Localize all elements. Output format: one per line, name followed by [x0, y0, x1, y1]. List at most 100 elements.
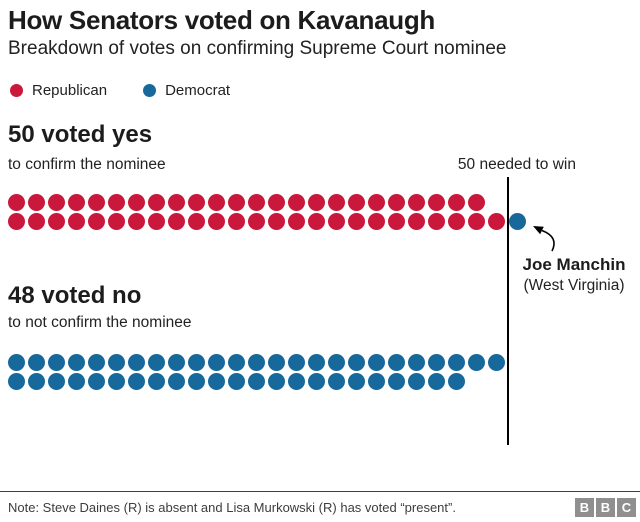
- senator-dot-democrat: [348, 354, 365, 371]
- senator-dot-republican: [68, 213, 85, 230]
- yes-section-heading: 50 voted yes: [8, 121, 153, 148]
- senator-dot-republican: [108, 213, 125, 230]
- senator-dot-democrat: [328, 354, 345, 371]
- senator-dot-democrat: [48, 354, 65, 371]
- annotation-senator-name: Joe Manchin: [522, 255, 626, 274]
- yes-section-subheading: to confirm the nominee: [8, 156, 166, 173]
- senator-dot-republican: [208, 194, 225, 211]
- senator-dot-republican: [268, 194, 285, 211]
- senator-dot-democrat: [368, 354, 385, 371]
- senator-dot-republican: [188, 194, 205, 211]
- senator-dot-republican: [328, 194, 345, 211]
- senator-dot-democrat: [28, 354, 45, 371]
- senator-dot-republican: [288, 213, 305, 230]
- senator-dot-democrat: [88, 354, 105, 371]
- senator-dot-republican: [88, 194, 105, 211]
- bbc-logo-block-2: B: [596, 498, 615, 517]
- senator-dot-democrat: [428, 354, 445, 371]
- senator-dot-democrat: [228, 354, 245, 371]
- senator-dot-democrat: [468, 354, 485, 371]
- yes-dot-row-2: [8, 213, 526, 230]
- footer-divider: [0, 491, 640, 492]
- senator-dot-democrat: [168, 373, 185, 390]
- senator-dot-democrat: [288, 354, 305, 371]
- senator-dot-republican: [368, 213, 385, 230]
- yes-dot-row-1: [8, 194, 485, 211]
- senator-dot-republican: [328, 213, 345, 230]
- senator-dot-republican: [488, 213, 505, 230]
- senator-dot-republican: [228, 213, 245, 230]
- senator-dot-democrat: [68, 373, 85, 390]
- bbc-logo-block-3: C: [617, 498, 636, 517]
- senator-dot-democrat: [328, 373, 345, 390]
- senator-dot-republican: [8, 213, 25, 230]
- senator-dot-republican: [468, 194, 485, 211]
- republican-dot-icon: [10, 84, 23, 97]
- senator-dot-republican: [168, 213, 185, 230]
- senator-dot-republican: [48, 194, 65, 211]
- senator-dot-democrat: [448, 354, 465, 371]
- bbc-logo: B B C: [575, 498, 636, 517]
- senator-dot-democrat: [68, 354, 85, 371]
- senator-dot-republican: [8, 194, 25, 211]
- senator-dot-democrat: [128, 373, 145, 390]
- senator-dot-democrat: [268, 354, 285, 371]
- senator-dot-democrat: [488, 354, 505, 371]
- senator-dot-republican: [128, 194, 145, 211]
- threshold-label: 50 needed to win: [457, 156, 576, 173]
- senator-dot-republican: [248, 194, 265, 211]
- senator-dot-republican: [148, 213, 165, 230]
- senator-dot-republican: [128, 213, 145, 230]
- senator-dot-democrat: [428, 373, 445, 390]
- senator-dot-republican: [68, 194, 85, 211]
- senator-dot-democrat: [208, 354, 225, 371]
- senator-dot-democrat: [8, 373, 25, 390]
- no-dot-row-2: [8, 373, 465, 390]
- senator-dot-republican: [228, 194, 245, 211]
- senator-dot-democrat: [88, 373, 105, 390]
- page-title: How Senators voted on Kavanaugh: [8, 5, 435, 35]
- senator-dot-democrat: [108, 354, 125, 371]
- senator-dot-republican: [208, 213, 225, 230]
- senator-dot-democrat: [188, 373, 205, 390]
- no-section-heading: 48 voted no: [8, 282, 142, 309]
- senator-dot-republican: [48, 213, 65, 230]
- senator-dot-democrat: [188, 354, 205, 371]
- footer-note: Note: Steve Daines (R) is absent and Lis…: [8, 500, 456, 515]
- senator-dot-republican: [88, 213, 105, 230]
- senator-dot-democrat: [228, 373, 245, 390]
- senator-dot-republican: [268, 213, 285, 230]
- legend-label-republican: Republican: [32, 82, 108, 99]
- senator-dot-democrat: [308, 354, 325, 371]
- senator-dot-democrat: [268, 373, 285, 390]
- senator-dot-democrat: [348, 373, 365, 390]
- senator-dot-democrat: [8, 354, 25, 371]
- senator-dot-republican: [148, 194, 165, 211]
- senator-dot-democrat: [448, 373, 465, 390]
- senator-dot-democrat: [288, 373, 305, 390]
- senator-dot-democrat: [388, 373, 405, 390]
- senator-dot-democrat: [509, 213, 526, 230]
- senator-dot-democrat: [28, 373, 45, 390]
- no-section-subheading: to not confirm the nominee: [8, 314, 192, 331]
- senator-dot-republican: [408, 213, 425, 230]
- senator-dot-democrat: [248, 373, 265, 390]
- legend: Republican Democrat: [10, 82, 230, 99]
- senator-dot-republican: [388, 194, 405, 211]
- democrat-dot-icon: [143, 84, 157, 97]
- senator-dot-democrat: [48, 373, 65, 390]
- senator-dot-democrat: [168, 354, 185, 371]
- senator-dot-republican: [308, 213, 325, 230]
- senator-dot-republican: [348, 213, 365, 230]
- senator-dot-republican: [28, 194, 45, 211]
- legend-item-democrat: Democrat: [143, 82, 230, 99]
- legend-item-republican: Republican: [10, 82, 107, 99]
- senator-dot-democrat: [248, 354, 265, 371]
- annotation-senator-state: (West Virginia): [523, 277, 625, 294]
- senator-dot-republican: [408, 194, 425, 211]
- page-subtitle: Breakdown of votes on confirming Supreme…: [8, 38, 507, 59]
- senator-dot-republican: [248, 213, 265, 230]
- senator-dot-republican: [448, 213, 465, 230]
- senator-dot-republican: [188, 213, 205, 230]
